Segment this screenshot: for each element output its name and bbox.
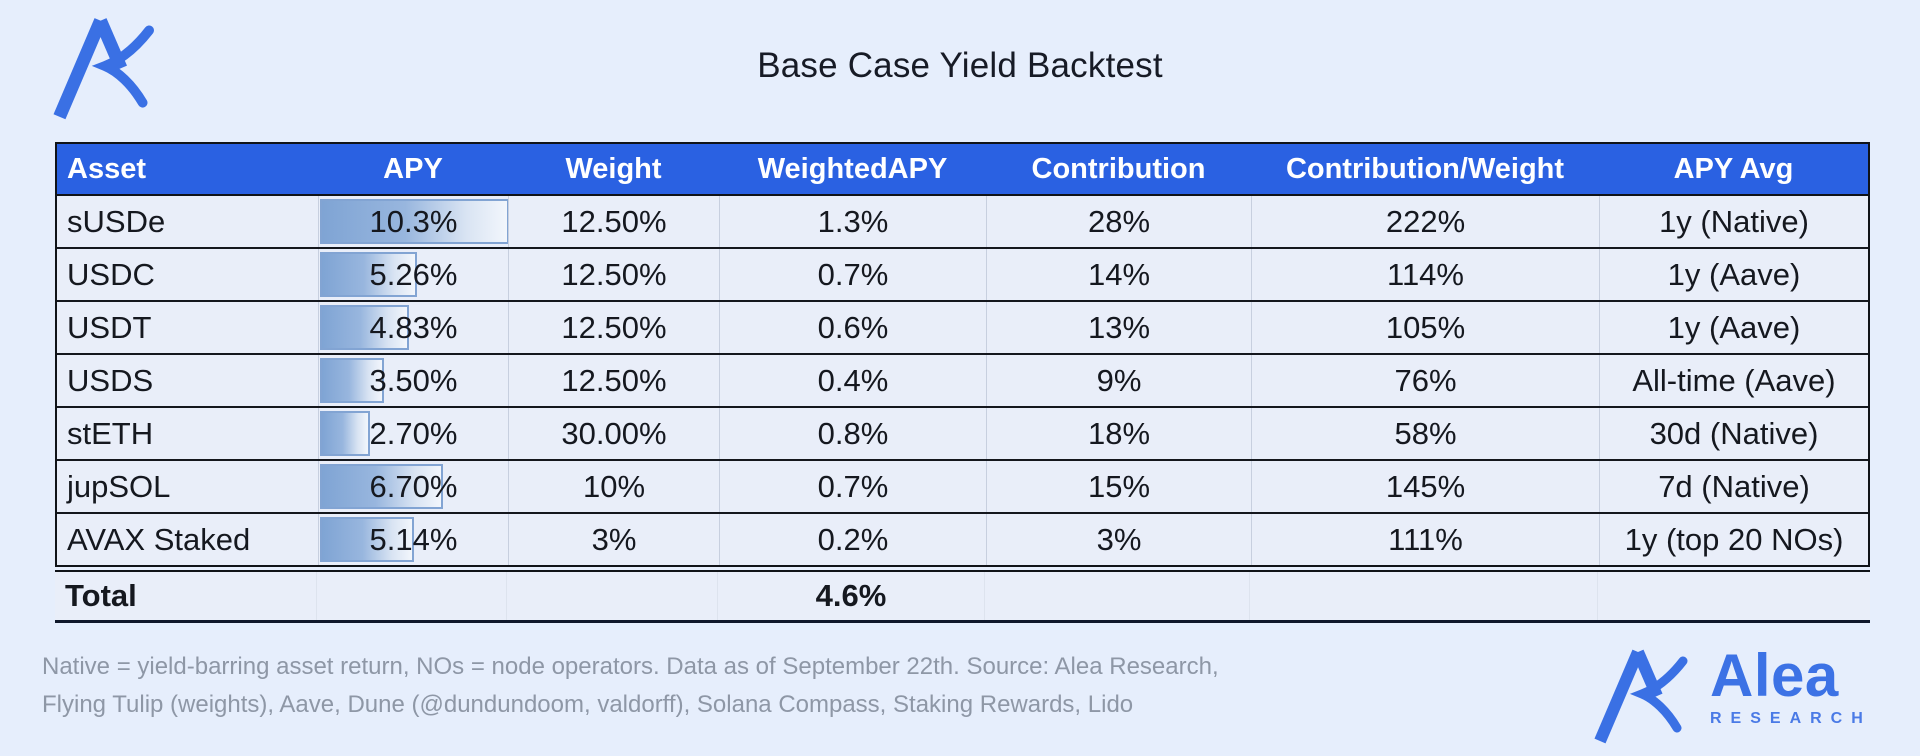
table-row: USDC 5.26% 12.50% 0.7% 14% 114% 1y (Aave…	[57, 249, 1868, 302]
footnote-line-2: Flying Tulip (weights), Aave, Dune (@dun…	[42, 691, 1134, 718]
contribution-weight-value: 145%	[1251, 461, 1599, 512]
total-contribution-weight	[1249, 572, 1597, 620]
apy-cell: 10.3%	[318, 196, 508, 247]
contribution-weight-value: 222%	[1251, 196, 1599, 247]
col-header-contribution: Contribution	[1031, 152, 1206, 185]
contribution-value: 18%	[986, 408, 1251, 459]
contribution-weight-value: 114%	[1251, 249, 1599, 300]
table-row: USDS 3.50% 12.50% 0.4% 9% 76% All-time (…	[57, 355, 1868, 408]
total-contribution	[984, 572, 1249, 620]
contribution-value: 15%	[986, 461, 1251, 512]
apy-value: 6.70%	[369, 468, 458, 504]
weight-value: 12.50%	[508, 355, 719, 406]
col-header-apy: APY	[383, 152, 443, 185]
col-header-weightedapy: WeightedAPY	[757, 152, 948, 185]
apy-cell: 5.26%	[318, 249, 508, 300]
col-header-asset: Asset	[67, 152, 146, 185]
asset-name: jupSOL	[67, 468, 171, 504]
brand-lockup: Alea RESEARCH	[1592, 644, 1892, 748]
apy-databar	[320, 199, 508, 244]
table-row: AVAX Staked 5.14% 3% 0.2% 3% 111% 1y (to…	[57, 514, 1868, 565]
total-weight	[506, 572, 717, 620]
apy-databar	[320, 464, 443, 509]
apy-avg-value: 1y (Native)	[1599, 196, 1868, 247]
contribution-value: 13%	[986, 302, 1251, 353]
footnote: Native = yield-barring asset return, NOs…	[42, 648, 1262, 724]
weighted-apy-value: 0.4%	[719, 355, 986, 406]
table-header-row: Asset APY Weight WeightedAPY Contributio…	[57, 144, 1868, 196]
apy-databar	[320, 305, 409, 350]
apy-avg-value: All-time (Aave)	[1599, 355, 1868, 406]
alea-logo-icon	[1594, 649, 1688, 744]
apy-value: 2.70%	[369, 415, 458, 451]
contribution-value: 28%	[986, 196, 1251, 247]
col-header-apy-avg: APY Avg	[1673, 152, 1794, 185]
total-apy	[316, 572, 506, 620]
total-apy-avg	[1597, 572, 1866, 620]
total-weighted-apy: 4.6%	[717, 572, 984, 620]
apy-value: 5.26%	[369, 256, 458, 292]
weight-value: 10%	[508, 461, 719, 512]
weighted-apy-value: 0.6%	[719, 302, 986, 353]
asset-name: USDS	[67, 362, 154, 398]
weight-value: 3%	[508, 514, 719, 565]
contribution-weight-value: 58%	[1251, 408, 1599, 459]
weight-value: 12.50%	[508, 302, 719, 353]
col-header-weight: Weight	[565, 152, 662, 185]
apy-value: 3.50%	[369, 362, 458, 398]
table-row: jupSOL 6.70% 10% 0.7% 15% 145% 7d (Nativ…	[57, 461, 1868, 514]
weight-value: 12.50%	[508, 196, 719, 247]
col-header-contribution-weight: Contribution/Weight	[1285, 152, 1565, 185]
brand-name: Alea	[1710, 642, 1839, 709]
asset-name: USDT	[67, 309, 152, 345]
asset-name: sUSDe	[67, 203, 166, 239]
brand-subtitle: RESEARCH	[1710, 710, 1872, 727]
yield-backtest-table: Asset APY Weight WeightedAPY Contributio…	[55, 142, 1870, 623]
asset-name: USDC	[67, 256, 155, 292]
weight-value: 12.50%	[508, 249, 719, 300]
apy-cell: 2.70%	[318, 408, 508, 459]
table-total-row: Total 4.6%	[55, 570, 1870, 623]
weighted-apy-value: 0.8%	[719, 408, 986, 459]
weighted-apy-value: 0.7%	[719, 461, 986, 512]
apy-databar	[320, 517, 415, 562]
contribution-value: 14%	[986, 249, 1251, 300]
apy-avg-value: 1y (Aave)	[1599, 249, 1868, 300]
weighted-apy-value: 0.2%	[719, 514, 986, 565]
apy-avg-value: 1y (top 20 NOs)	[1599, 514, 1868, 565]
apy-value: 10.3%	[369, 203, 458, 239]
page-title: Base Case Yield Backtest	[757, 46, 1163, 85]
contribution-value: 3%	[986, 514, 1251, 565]
weighted-apy-value: 1.3%	[719, 196, 986, 247]
apy-databar	[320, 411, 370, 456]
alea-logo-icon	[53, 18, 154, 120]
weighted-apy-value: 0.7%	[719, 249, 986, 300]
asset-name: stETH	[67, 415, 154, 451]
table-row: USDT 4.83% 12.50% 0.6% 13% 105% 1y (Aave…	[57, 302, 1868, 355]
apy-cell: 3.50%	[318, 355, 508, 406]
apy-avg-value: 30d (Native)	[1599, 408, 1868, 459]
total-label: Total	[65, 578, 137, 613]
apy-cell: 6.70%	[318, 461, 508, 512]
contribution-weight-value: 105%	[1251, 302, 1599, 353]
apy-value: 4.83%	[369, 309, 458, 345]
contribution-weight-value: 111%	[1251, 514, 1599, 565]
asset-name: AVAX Staked	[67, 521, 251, 557]
apy-databar	[320, 252, 417, 297]
table-row: sUSDe 10.3% 12.50% 1.3% 28% 222% 1y (Nat…	[57, 196, 1868, 249]
footnote-line-1: Native = yield-barring asset return, NOs…	[42, 653, 1219, 680]
weight-value: 30.00%	[508, 408, 719, 459]
apy-value: 5.14%	[369, 521, 458, 557]
apy-cell: 5.14%	[318, 514, 508, 565]
apy-avg-value: 7d (Native)	[1599, 461, 1868, 512]
apy-databar	[320, 358, 385, 403]
contribution-weight-value: 76%	[1251, 355, 1599, 406]
apy-cell: 4.83%	[318, 302, 508, 353]
contribution-value: 9%	[986, 355, 1251, 406]
table-row: stETH 2.70% 30.00% 0.8% 18% 58% 30d (Nat…	[57, 408, 1868, 461]
apy-avg-value: 1y (Aave)	[1599, 302, 1868, 353]
